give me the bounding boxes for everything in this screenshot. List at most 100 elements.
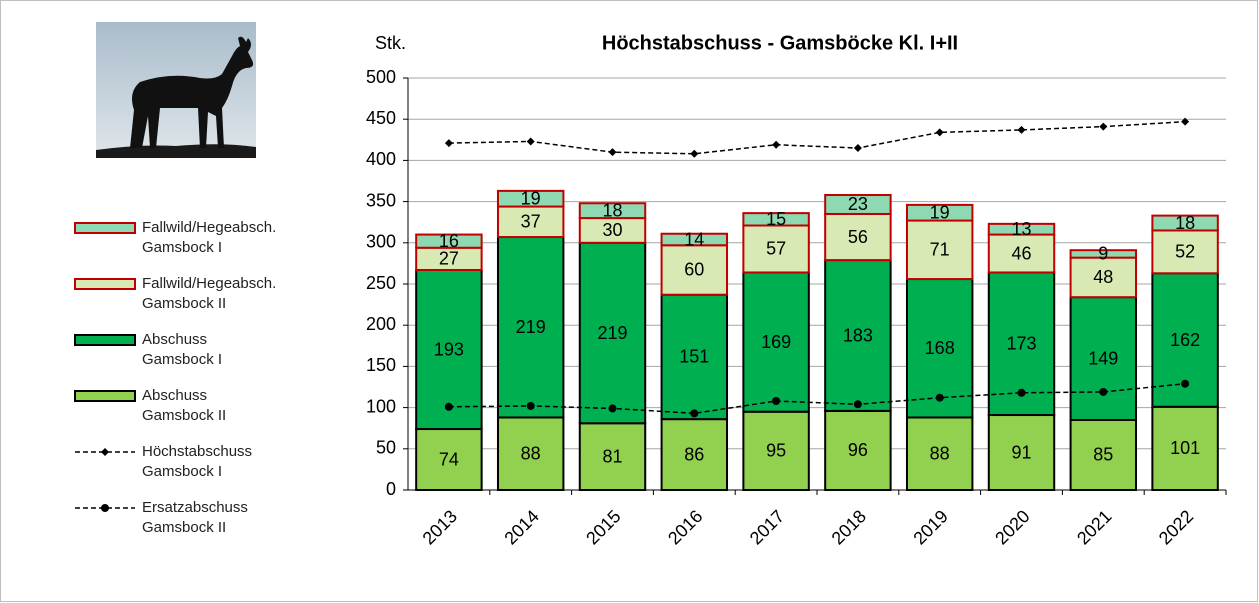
data-label: 219 bbox=[597, 323, 627, 343]
bar-segment bbox=[496, 416, 565, 492]
data-label: 19 bbox=[521, 188, 541, 208]
bar-segment bbox=[987, 414, 1056, 491]
bar-segment bbox=[415, 428, 483, 491]
data-label: 74 bbox=[439, 449, 459, 469]
data-label: 16 bbox=[439, 231, 459, 251]
bar-segment bbox=[742, 410, 810, 491]
legend-marker bbox=[101, 448, 109, 456]
data-label: 88 bbox=[521, 443, 541, 463]
legend-label: Abschuss Gamsbock II bbox=[142, 387, 227, 424]
data-label: 30 bbox=[602, 220, 622, 240]
y-tick-label: 100 bbox=[366, 396, 396, 416]
marker bbox=[1181, 379, 1190, 388]
data-label: 9 bbox=[1098, 244, 1108, 264]
data-label: 14 bbox=[684, 229, 704, 249]
legend-label: Fallwild/Hegeabsch. Gamsbock I bbox=[142, 219, 277, 256]
data-label: 18 bbox=[1175, 213, 1195, 233]
x-tick-label: 2019 bbox=[909, 506, 951, 548]
y-tick-label: 300 bbox=[366, 232, 396, 252]
marker bbox=[608, 404, 617, 413]
x-tick-label: 2022 bbox=[1155, 506, 1197, 548]
marker bbox=[526, 137, 535, 146]
y-tick-label: 450 bbox=[366, 108, 396, 128]
data-label: 168 bbox=[925, 338, 955, 358]
bar-segment bbox=[415, 268, 483, 431]
marker bbox=[1099, 122, 1108, 131]
data-label: 57 bbox=[766, 239, 786, 259]
y-tick-label: 250 bbox=[366, 273, 396, 293]
data-label: 71 bbox=[930, 240, 950, 260]
marker bbox=[444, 402, 453, 411]
marker bbox=[526, 401, 535, 410]
data-label: 27 bbox=[439, 249, 459, 269]
bar-segment bbox=[496, 205, 565, 239]
bar-segment bbox=[742, 212, 810, 227]
data-label: 81 bbox=[602, 446, 622, 466]
data-label: 86 bbox=[684, 444, 704, 464]
photo bbox=[96, 22, 256, 158]
bar-segment bbox=[578, 422, 647, 492]
legend-label: Ersatzabschuss Gamsbock II bbox=[142, 499, 248, 536]
data-label: 95 bbox=[766, 441, 786, 461]
marker bbox=[935, 128, 944, 137]
bar-segment bbox=[660, 232, 729, 247]
data-label: 96 bbox=[848, 440, 868, 460]
data-label: 88 bbox=[930, 443, 950, 463]
bar-segment bbox=[660, 293, 729, 421]
data-label: 37 bbox=[521, 212, 541, 232]
x-tick-label: 2018 bbox=[828, 506, 870, 548]
bar-segment bbox=[1151, 229, 1219, 275]
data-label: 48 bbox=[1093, 267, 1113, 287]
x-tick-label: 2015 bbox=[582, 506, 624, 548]
bar-segment bbox=[578, 241, 647, 425]
marker bbox=[608, 148, 617, 157]
marker bbox=[1017, 125, 1026, 134]
marker bbox=[853, 144, 862, 153]
marker bbox=[853, 400, 862, 409]
data-label: 85 bbox=[1093, 445, 1113, 465]
marker bbox=[1017, 388, 1026, 397]
bar-segment bbox=[415, 233, 483, 249]
marker bbox=[772, 140, 781, 149]
legend-swatch bbox=[74, 390, 136, 402]
y-tick-label: 400 bbox=[366, 149, 396, 169]
marker bbox=[1099, 387, 1108, 396]
bar-segment bbox=[824, 194, 892, 215]
data-label: 60 bbox=[684, 260, 704, 280]
bar-segment bbox=[1069, 249, 1138, 259]
line-series bbox=[448, 120, 1186, 155]
x-tick-label: 2017 bbox=[746, 506, 788, 548]
legend-swatch bbox=[74, 222, 136, 234]
chart-title: Höchstabschuss - Gamsböcke Kl. I+II bbox=[602, 32, 958, 54]
data-label: 46 bbox=[1011, 243, 1031, 263]
marker bbox=[444, 139, 453, 148]
x-tick-label: 2020 bbox=[991, 506, 1033, 548]
legend-label: Höchstabschuss Gamsbock I bbox=[142, 443, 253, 480]
marker bbox=[935, 393, 944, 402]
data-label: 219 bbox=[516, 317, 546, 337]
data-label: 13 bbox=[1011, 219, 1031, 239]
bar-segment bbox=[987, 233, 1056, 274]
data-label: 56 bbox=[848, 227, 868, 247]
marker bbox=[690, 409, 699, 418]
data-label: 91 bbox=[1011, 442, 1031, 462]
x-tick-label: 2013 bbox=[419, 506, 461, 548]
bar-segment bbox=[905, 203, 974, 222]
y-tick-label: 150 bbox=[366, 355, 396, 375]
bar-segment bbox=[1151, 214, 1219, 232]
x-tick-label: 2014 bbox=[500, 506, 542, 548]
data-label: 19 bbox=[930, 202, 950, 222]
marker bbox=[1181, 117, 1190, 126]
legend-swatch bbox=[74, 334, 136, 346]
data-label: 23 bbox=[848, 194, 868, 214]
y-tick-label: 200 bbox=[366, 314, 396, 334]
y-tick-label: 350 bbox=[366, 190, 396, 210]
data-label: 101 bbox=[1170, 438, 1200, 458]
data-label: 52 bbox=[1175, 242, 1195, 262]
data-label: 173 bbox=[1006, 333, 1036, 353]
bar-segment bbox=[905, 416, 974, 492]
legend-label: Abschuss Gamsbock I bbox=[142, 331, 223, 368]
